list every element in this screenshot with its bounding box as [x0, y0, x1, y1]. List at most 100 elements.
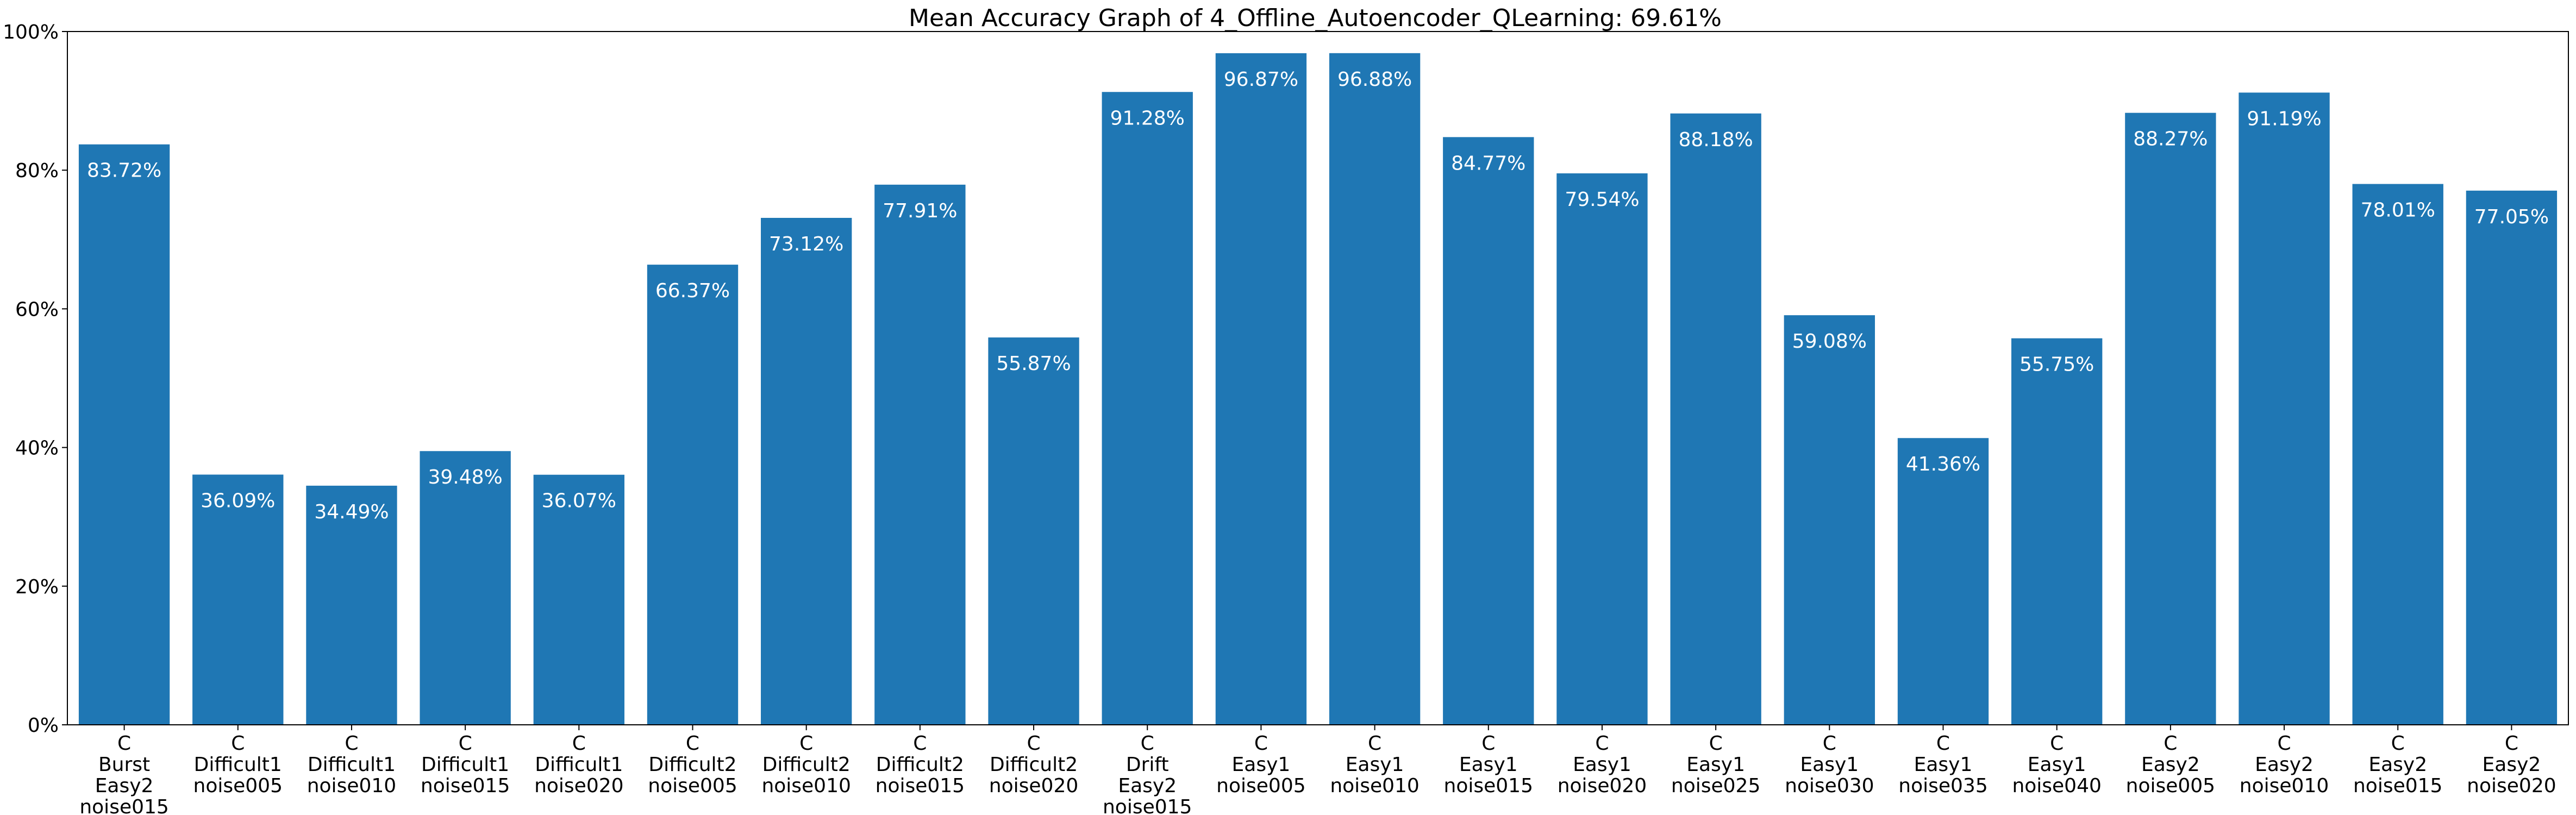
bar-value-label: 41.36%	[1906, 453, 1980, 475]
plot-frame	[67, 31, 2569, 725]
bar	[2011, 338, 2103, 725]
x-tick-label: noise040	[2012, 775, 2101, 797]
bar	[2466, 190, 2558, 725]
bar	[1670, 113, 1761, 725]
x-tick-label: Easy1	[1686, 754, 1745, 776]
x-tick-label: Easy2	[1118, 775, 1177, 797]
x-tick-label: C	[345, 732, 358, 755]
x-tick-label: C	[1254, 732, 1268, 755]
y-tick-label: 40%	[15, 437, 59, 460]
x-tick-label: Drift	[1126, 754, 1169, 776]
bar-value-label: 91.19%	[2247, 108, 2321, 130]
x-tick-label: noise030	[1785, 775, 1874, 797]
bar-value-label: 84.77%	[1451, 152, 1525, 174]
x-tick-label: noise035	[1898, 775, 1987, 797]
x-tick-label: C	[1368, 732, 1381, 755]
x-tick-label: noise015	[79, 796, 168, 815]
x-tick-label: C	[117, 732, 131, 755]
x-tick-label: C	[2391, 732, 2405, 755]
bar	[1102, 92, 1193, 725]
x-tick-label: C	[2164, 732, 2177, 755]
bar-value-label: 34.49%	[314, 501, 389, 523]
x-tick-label: Difficult1	[535, 754, 623, 776]
x-tick-label: Difficult2	[648, 754, 736, 776]
chart-title: Mean Accuracy Graph of 4_Offline_Autoenc…	[909, 4, 1722, 32]
bar	[2125, 112, 2216, 725]
x-tick-label: Difficult1	[308, 754, 396, 776]
bar-value-label: 36.07%	[542, 490, 616, 512]
x-tick-label: C	[1709, 732, 1723, 755]
x-axis: CBurstEasy2noise015CDifficult1noise005CD…	[79, 725, 2556, 815]
x-tick-label: Easy1	[1914, 754, 1973, 776]
bar-value-label: 59.08%	[1792, 330, 1867, 353]
bar-value-label: 96.88%	[1337, 68, 1412, 91]
bars-group: 83.72% 36.09% 34.49% 39.48% 36.07% 66.37% 73.1…	[78, 53, 2558, 725]
x-tick-label: Difficult2	[876, 754, 964, 776]
x-tick-label: C	[1595, 732, 1609, 755]
x-tick-label: noise015	[2353, 775, 2442, 797]
bar	[78, 144, 170, 725]
x-tick-label: Burst	[98, 754, 150, 776]
x-tick-label: C	[1823, 732, 1836, 755]
y-tick-label: 20%	[15, 576, 59, 598]
bar-value-label: 73.12%	[769, 233, 843, 255]
x-tick-label: noise005	[1216, 775, 1305, 797]
y-tick-label: 100%	[3, 21, 59, 43]
bar-value-label: 55.87%	[996, 353, 1071, 375]
x-tick-label: C	[459, 732, 472, 755]
bar	[1215, 53, 1307, 725]
x-tick-label: noise010	[1330, 775, 1419, 797]
x-tick-label: C	[1027, 732, 1040, 755]
x-tick-label: noise015	[1444, 775, 1533, 797]
y-tick-label: 60%	[15, 298, 59, 321]
x-tick-label: Easy1	[1346, 754, 1404, 776]
x-tick-label: noise020	[989, 775, 1078, 797]
x-tick-label: Difficult1	[421, 754, 509, 776]
x-tick-label: noise005	[193, 775, 283, 797]
bar-value-label: 88.18%	[1678, 129, 1753, 151]
bar	[761, 217, 852, 725]
x-tick-label: C	[2277, 732, 2291, 755]
y-tick-label: 0%	[28, 714, 59, 737]
bar	[1784, 315, 1875, 725]
x-tick-label: C	[1936, 732, 1950, 755]
x-tick-label: C	[799, 732, 813, 755]
bar	[2239, 92, 2330, 725]
x-tick-label: noise010	[2240, 775, 2329, 797]
x-tick-label: Easy2	[2483, 754, 2541, 776]
bar-value-label: 66.37%	[655, 280, 730, 302]
x-tick-label: noise010	[761, 775, 851, 797]
x-tick-label: noise020	[2467, 775, 2556, 797]
x-tick-label: Easy1	[1232, 754, 1291, 776]
x-tick-label: C	[686, 732, 699, 755]
bar	[2352, 184, 2443, 725]
x-tick-label: noise005	[648, 775, 737, 797]
x-tick-label: noise015	[876, 775, 965, 797]
bar-value-label: 78.01%	[2361, 199, 2435, 222]
x-tick-label: noise015	[1103, 796, 1192, 815]
bar	[306, 485, 397, 725]
bar-value-label: 91.28%	[1110, 107, 1185, 129]
x-tick-label: Easy1	[2028, 754, 2086, 776]
bar-value-label: 79.54%	[1565, 189, 1639, 211]
x-tick-label: Difficult2	[762, 754, 851, 776]
bar	[874, 184, 966, 725]
bar-value-label: 77.91%	[883, 200, 957, 222]
x-tick-label: Easy2	[2141, 754, 2200, 776]
bar	[1329, 53, 1421, 725]
x-tick-label: noise015	[421, 775, 510, 797]
bar	[988, 337, 1079, 725]
bar-value-label: 88.27%	[2133, 128, 2208, 151]
bar-value-label: 36.09%	[201, 490, 275, 512]
bar	[1556, 173, 1648, 725]
bar-value-label: 55.75%	[2019, 354, 2094, 376]
x-tick-label: noise010	[307, 775, 396, 797]
y-tick-label: 80%	[15, 160, 59, 182]
x-tick-label: Easy1	[1573, 754, 1631, 776]
x-tick-label: Easy2	[2368, 754, 2427, 776]
x-tick-label: C	[1141, 732, 1154, 755]
bar-value-label: 77.05%	[2474, 206, 2549, 228]
x-tick-label: noise005	[2126, 775, 2215, 797]
x-tick-label: Easy2	[95, 775, 154, 797]
x-tick-label: Easy2	[2255, 754, 2314, 776]
